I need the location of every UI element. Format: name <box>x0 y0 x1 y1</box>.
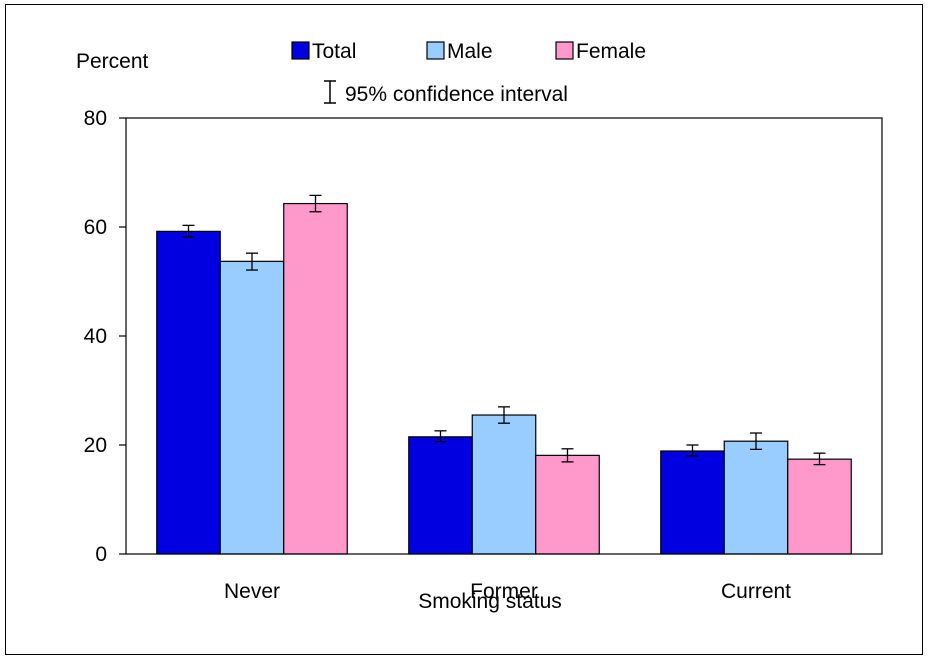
bar-female-current <box>787 458 852 555</box>
y-axis-label: Percent <box>76 50 149 73</box>
ci-legend: 95% confidence interval <box>324 80 568 106</box>
y-tick-label: 20 <box>84 434 107 457</box>
legend: Total Male Female <box>291 40 646 63</box>
y-tick-label: 60 <box>84 216 107 239</box>
x-axis: Never Former Current <box>224 580 791 603</box>
y-tick-label: 80 <box>84 107 107 130</box>
bars <box>156 194 852 555</box>
legend-label-male: Male <box>447 40 493 63</box>
x-tick-label: Former <box>470 580 538 603</box>
bar-male-former <box>471 414 537 555</box>
bar-total-former <box>408 436 473 555</box>
x-tick-label: Current <box>721 580 791 603</box>
bar-female-never <box>283 202 348 555</box>
bar-male-current <box>723 440 789 555</box>
legend-label-total: Total <box>312 40 356 63</box>
y-tick-label: 40 <box>84 325 107 348</box>
bar-total-never <box>156 230 221 555</box>
x-tick-label: Never <box>224 580 280 603</box>
plot-area <box>125 117 883 555</box>
legend-label-female: Female <box>576 40 646 63</box>
bar-total-current <box>660 450 725 555</box>
legend-swatch-total <box>291 41 310 60</box>
x-axis-label: Smoking status <box>418 590 562 613</box>
ci-legend-label: 95% confidence interval <box>345 83 568 106</box>
legend-swatch-male <box>426 41 445 60</box>
bar-female-former <box>535 454 600 555</box>
y-tick-label: 0 <box>95 543 107 566</box>
legend-swatch-female <box>555 41 574 60</box>
y-axis: 0 20 40 60 80 <box>84 107 126 566</box>
bar-male-never <box>219 260 285 555</box>
